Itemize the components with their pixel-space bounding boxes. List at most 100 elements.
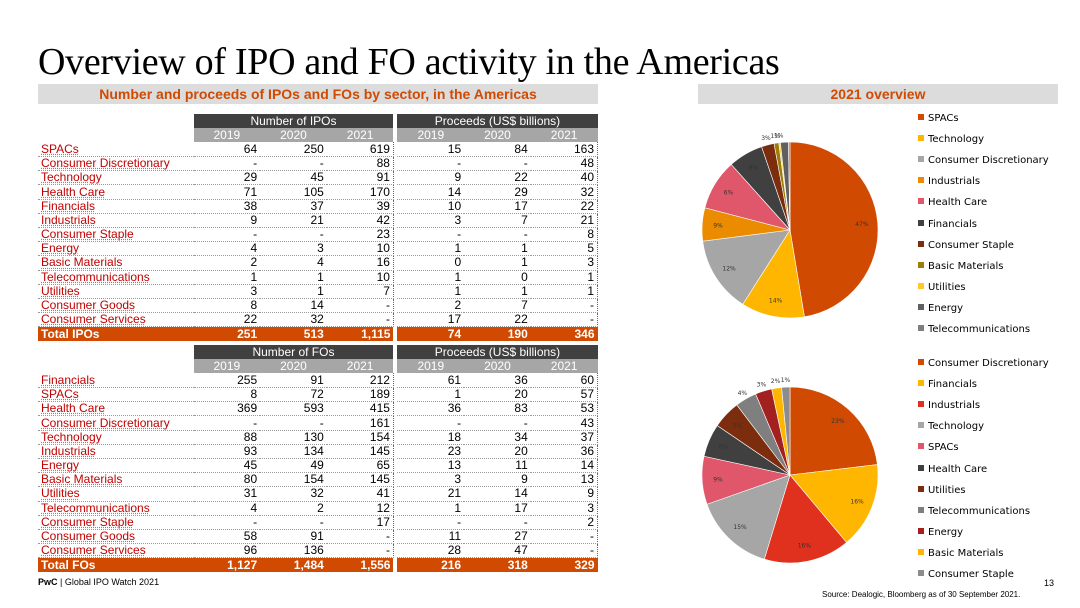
pie-data-label: 3% xyxy=(757,381,767,388)
table-cell: 4 xyxy=(260,255,327,271)
table-cell: 1 xyxy=(397,241,465,257)
table-cell: 22 xyxy=(464,170,531,186)
group-header-proceeds: Proceeds (US$ billions) xyxy=(397,114,598,129)
pie-data-label: 6% xyxy=(749,165,759,172)
legend-label: Technology xyxy=(928,134,985,146)
table-cell: 2 xyxy=(530,515,598,530)
legend-item: SPACs xyxy=(918,441,959,455)
legend-swatch xyxy=(918,380,924,387)
table-cell: 145 xyxy=(326,444,394,460)
table-cell: 16 xyxy=(326,255,394,271)
total-cell: 216 xyxy=(397,557,465,572)
table-cell: 57 xyxy=(530,387,598,403)
pie-data-label: 47% xyxy=(855,221,869,228)
table-cell: 40 xyxy=(530,170,598,186)
table-cell: - xyxy=(193,415,261,431)
table-cell: 1 xyxy=(464,255,531,271)
pie-data-label: 5% xyxy=(733,422,743,429)
table-cell: 3 xyxy=(397,472,465,488)
table-row: SPACs 64 250 619 15 84 163 xyxy=(38,142,598,158)
table-row: Telecommunications 4 2 12 1 17 3 xyxy=(38,501,598,516)
table-year-header: 2019 2020 2021 2019 2020 2021 xyxy=(38,128,598,143)
table-cell: 36 xyxy=(464,373,531,389)
legend-swatch xyxy=(918,219,924,226)
legend-item: Energy xyxy=(918,302,963,316)
table-cell: 11 xyxy=(397,529,465,545)
pie-data-label: 6% xyxy=(719,444,729,451)
table-cell: - xyxy=(464,515,531,530)
year-header: 2019 xyxy=(193,128,261,143)
sector-label: Basic Materials xyxy=(38,472,194,488)
table-row: Consumer Goods 8 14-2 7- xyxy=(38,298,598,314)
legend-swatch xyxy=(918,156,924,163)
sector-label: Utilities xyxy=(38,486,194,502)
table-cell: - xyxy=(397,227,465,243)
table-cell: 64 xyxy=(193,142,261,158)
pie-data-label: 15% xyxy=(733,524,747,531)
table-cell: 83 xyxy=(464,401,531,417)
table-row: Industrials 93 134 145 23 20 36 xyxy=(38,444,598,460)
table-total-row: Total IPOs 251 513 1,115 74 190 346 xyxy=(38,326,598,341)
table-row: Consumer Services 96 136-28 47- xyxy=(38,543,598,559)
legend-item: Consumer Staple xyxy=(918,239,1014,253)
table-cell: 0 xyxy=(397,255,465,271)
table-cell: - xyxy=(530,529,598,545)
page-number: 13 xyxy=(1044,578,1055,588)
legend-item: Health Care xyxy=(918,196,987,210)
table-cell: 9 xyxy=(464,472,531,488)
table-cell: 36 xyxy=(397,401,465,417)
legend-label: Industrials xyxy=(928,176,981,188)
table-cell: 1 xyxy=(397,501,465,516)
table-cell: 1 xyxy=(193,270,261,285)
table-cell: 163 xyxy=(530,142,598,158)
table-cell: 34 xyxy=(464,430,531,445)
table-cell: 20 xyxy=(464,387,531,403)
table-cell: - xyxy=(464,156,531,172)
table-cell: 14 xyxy=(464,486,531,502)
legend-item: Financials xyxy=(918,218,977,232)
table-cell: - xyxy=(326,529,394,545)
sector-label: Consumer Staple xyxy=(38,227,194,243)
table-cell: 36 xyxy=(530,444,598,460)
chart-subtitle: 2021 overview xyxy=(698,84,1058,104)
total-cell: 74 xyxy=(397,326,465,341)
table-row: Financials 38 37 39 10 17 22 xyxy=(38,199,598,214)
pie-slice xyxy=(788,141,791,231)
year-header: 2019 xyxy=(193,359,261,374)
table-cell: 15 xyxy=(397,142,465,158)
table-cell: 96 xyxy=(193,543,261,559)
legend-label: SPACs xyxy=(928,113,959,124)
total-cell: 513 xyxy=(260,326,327,341)
table-cell: 154 xyxy=(326,430,394,445)
legend-swatch xyxy=(918,114,924,120)
ipo-table: Number of IPOs Proceeds (US$ billions) 201… xyxy=(38,114,598,341)
table-row: Consumer Discretionary - -161- -43 xyxy=(38,415,598,431)
group-header-count: Number of IPOs xyxy=(193,114,394,129)
table-cell: - xyxy=(530,543,598,559)
table-cell: 1 xyxy=(464,284,531,299)
table-cell: 31 xyxy=(193,486,261,502)
table-cell: 22 xyxy=(193,312,261,328)
legend-label: Industrials xyxy=(928,400,981,412)
table-cell: 48 xyxy=(530,156,598,172)
table-cell: 88 xyxy=(193,430,261,445)
total-cell: 190 xyxy=(464,326,531,341)
table-cell: - xyxy=(397,156,465,172)
legend-label: Telecommunications xyxy=(928,505,1031,517)
table-cell: 7 xyxy=(464,213,531,229)
sector-label: Industrials xyxy=(38,213,194,229)
year-header: 2019 xyxy=(397,359,465,374)
legend-swatch xyxy=(918,485,924,492)
total-cell: 1,115 xyxy=(326,326,394,341)
pie-data-label: 1% xyxy=(771,133,781,140)
table-cell: 47 xyxy=(464,543,531,559)
table-cell: 9 xyxy=(530,486,598,502)
legend-item: Telecommunications xyxy=(918,323,1030,337)
table-total-row: Total FOs 1,127 1,484 1,556 216 318 329 xyxy=(38,557,598,572)
legend-item: Energy xyxy=(918,526,963,540)
sector-label: Telecommunications xyxy=(38,501,194,516)
table-cell: 27 xyxy=(464,529,531,545)
total-cell: 329 xyxy=(530,557,598,572)
table-cell: - xyxy=(326,298,394,314)
table-cell: - xyxy=(397,415,465,431)
